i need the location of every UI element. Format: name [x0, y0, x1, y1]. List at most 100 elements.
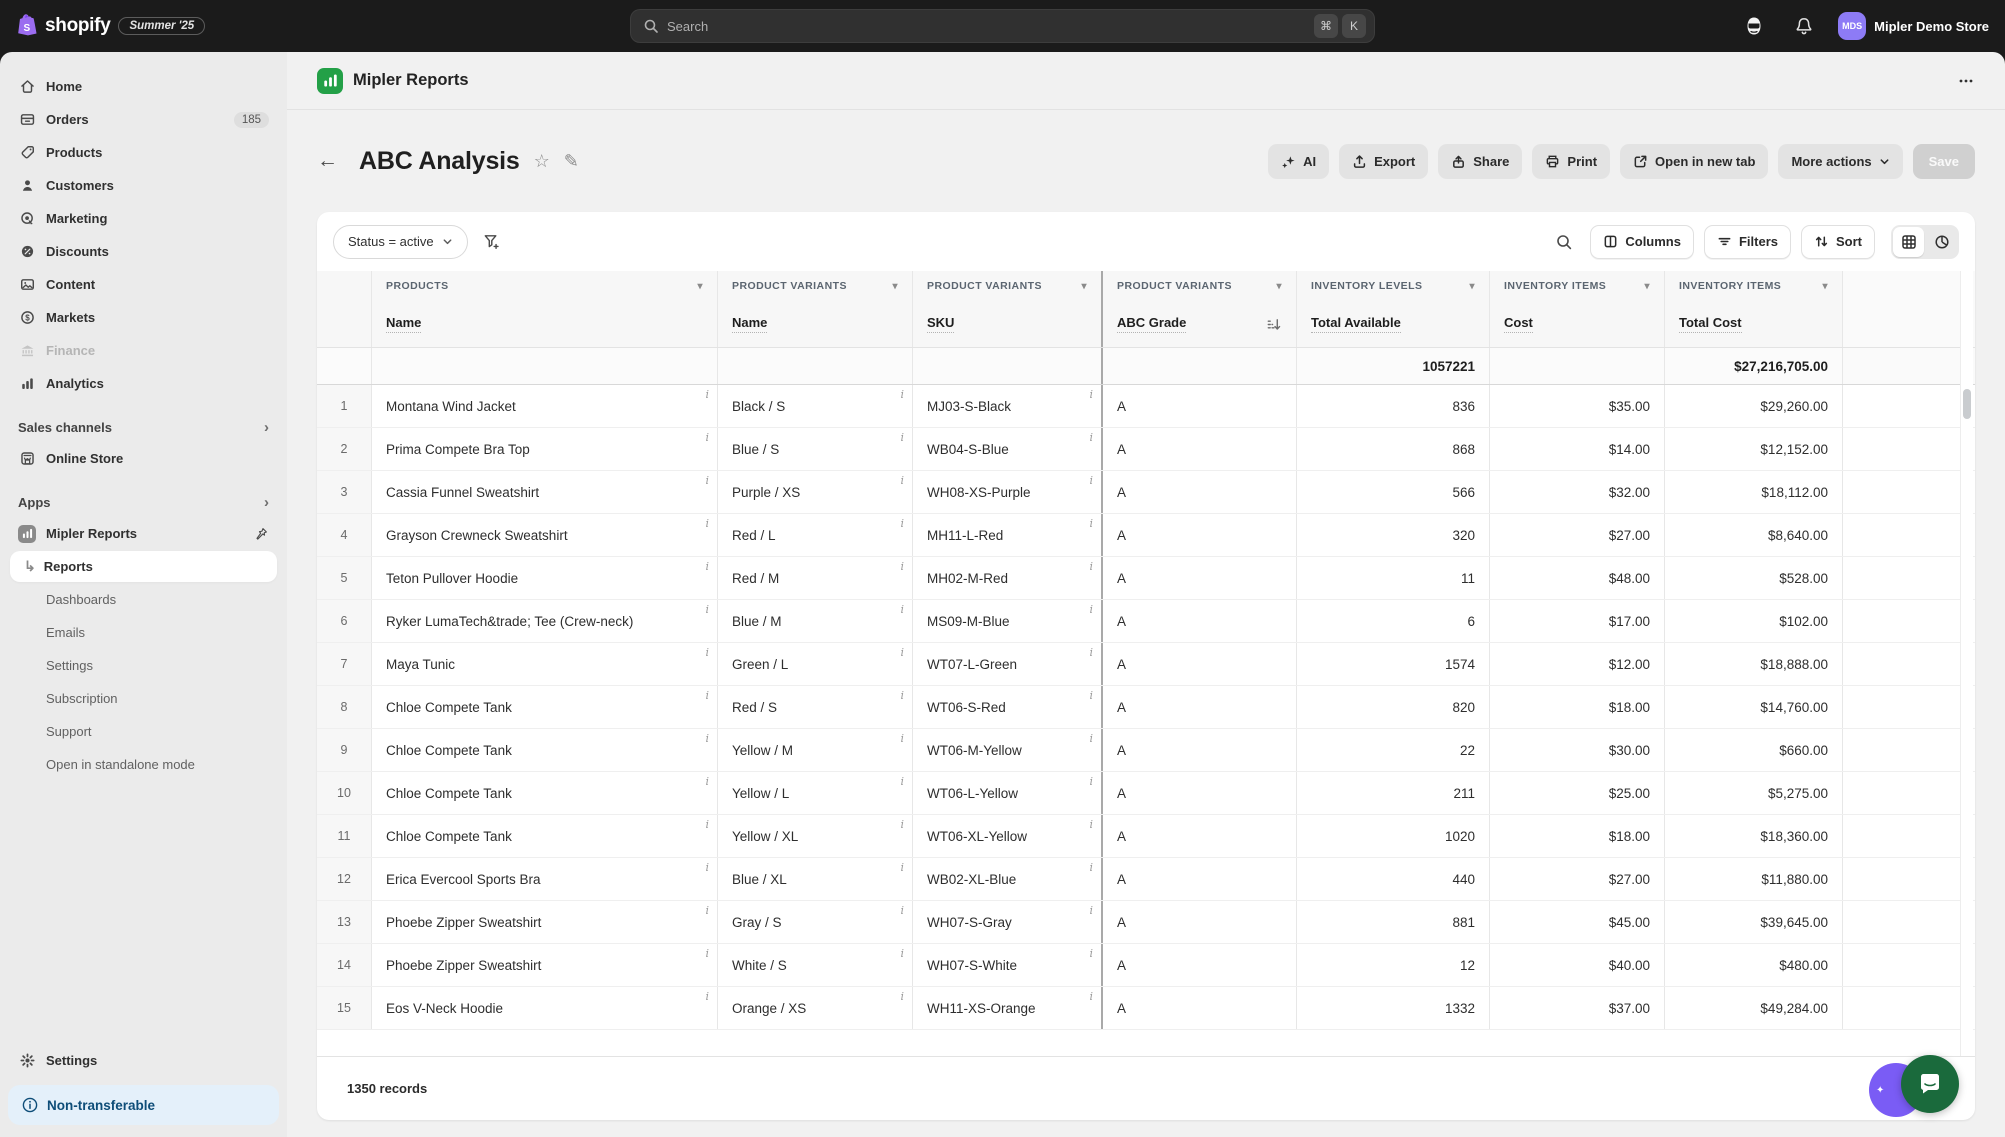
variant-name-cell[interactable]: Black / S i: [718, 385, 913, 427]
info-icon[interactable]: i: [900, 775, 904, 788]
sidekick-assistant-button[interactable]: [1738, 10, 1770, 42]
table-row[interactable]: 7 Maya Tunic i Green / L i WT07-L-Green i A 1574…: [317, 643, 1975, 686]
info-icon[interactable]: i: [705, 818, 709, 831]
group-inventory-levels[interactable]: INVENTORY LEVELS ▾: [1297, 271, 1490, 301]
total-cost-cell[interactable]: $14,760.00: [1665, 686, 1843, 728]
info-icon[interactable]: i: [1089, 517, 1093, 530]
total-available-cell[interactable]: 11: [1297, 557, 1490, 599]
sidebar-item-marketing[interactable]: Marketing: [10, 204, 277, 234]
sku-cell[interactable]: WT06-XL-Yellow i: [913, 815, 1103, 857]
info-icon[interactable]: i: [900, 990, 904, 1003]
favorite-star-button[interactable]: ☆: [533, 150, 550, 171]
sku-cell[interactable]: WH11-XS-Orange i: [913, 987, 1103, 1029]
cost-cell[interactable]: $37.00: [1490, 987, 1665, 1029]
total-available-cell[interactable]: 211: [1297, 772, 1490, 814]
caret-down-icon[interactable]: ▾: [1822, 280, 1828, 292]
status-filter-chip[interactable]: Status = active: [333, 224, 468, 259]
more-options-button[interactable]: [1957, 72, 1975, 90]
total-cost-cell[interactable]: $49,284.00: [1665, 987, 1843, 1029]
total-available-cell[interactable]: 12: [1297, 944, 1490, 986]
abc-grade-cell[interactable]: A: [1103, 858, 1297, 900]
info-icon[interactable]: i: [705, 689, 709, 702]
sku-cell[interactable]: WH07-S-White i: [913, 944, 1103, 986]
info-icon[interactable]: i: [900, 474, 904, 487]
total-available-cell[interactable]: 1574: [1297, 643, 1490, 685]
total-cost-cell[interactable]: $660.00: [1665, 729, 1843, 771]
total-available-cell[interactable]: 566: [1297, 471, 1490, 513]
info-icon[interactable]: i: [1089, 732, 1093, 745]
save-button[interactable]: Save: [1912, 143, 1975, 179]
info-icon[interactable]: i: [705, 947, 709, 960]
info-icon[interactable]: i: [1089, 474, 1093, 487]
filters-button[interactable]: Filters: [1703, 224, 1791, 259]
cost-cell[interactable]: $40.00: [1490, 944, 1665, 986]
info-icon[interactable]: i: [900, 732, 904, 745]
info-icon[interactable]: i: [1089, 947, 1093, 960]
sidebar-item-markets[interactable]: $ Markets: [10, 303, 277, 333]
variant-name-cell[interactable]: Blue / XL i: [718, 858, 913, 900]
column-total-cost[interactable]: Total Cost: [1665, 301, 1843, 347]
cost-cell[interactable]: $30.00: [1490, 729, 1665, 771]
add-filter-button[interactable]: [482, 232, 501, 251]
group-product-variants-2[interactable]: PRODUCT VARIANTS ▾: [913, 271, 1103, 301]
table-row[interactable]: 11 Chloe Compete Tank i Yellow / XL i WT06-XL…: [317, 815, 1975, 858]
product-name-cell[interactable]: Teton Pullover Hoodie i: [372, 557, 718, 599]
abc-grade-cell[interactable]: A: [1103, 901, 1297, 943]
caret-down-icon[interactable]: ▾: [892, 280, 898, 292]
product-name-cell[interactable]: Chloe Compete Tank i: [372, 772, 718, 814]
info-icon[interactable]: i: [900, 560, 904, 573]
sidebar-item-customers[interactable]: Customers: [10, 171, 277, 201]
sidebar-item-discounts[interactable]: Discounts: [10, 237, 277, 267]
sku-cell[interactable]: MH02-M-Red i: [913, 557, 1103, 599]
abc-grade-cell[interactable]: A: [1103, 944, 1297, 986]
version-badge[interactable]: Summer '25: [118, 17, 206, 35]
sidebar-subitem-standalone[interactable]: Open in standalone mode: [10, 749, 277, 780]
sku-cell[interactable]: WH07-S-Gray i: [913, 901, 1103, 943]
sku-cell[interactable]: WT07-L-Green i: [913, 643, 1103, 685]
variant-name-cell[interactable]: Red / M i: [718, 557, 913, 599]
sku-cell[interactable]: WH08-XS-Purple i: [913, 471, 1103, 513]
rename-pencil-button[interactable]: ✎: [563, 150, 579, 171]
total-available-cell[interactable]: 836: [1297, 385, 1490, 427]
info-icon[interactable]: i: [1089, 689, 1093, 702]
abc-grade-cell[interactable]: A: [1103, 557, 1297, 599]
total-available-cell[interactable]: 881: [1297, 901, 1490, 943]
sidebar-item-mipler-reports[interactable]: Mipler Reports: [10, 519, 277, 549]
abc-grade-cell[interactable]: A: [1103, 643, 1297, 685]
group-products[interactable]: PRODUCTS ▾: [372, 271, 718, 301]
cost-cell[interactable]: $14.00: [1490, 428, 1665, 470]
info-icon[interactable]: i: [705, 904, 709, 917]
total-available-cell[interactable]: 320: [1297, 514, 1490, 556]
cost-cell[interactable]: $12.00: [1490, 643, 1665, 685]
columns-button[interactable]: Columns: [1590, 224, 1694, 259]
sort-ascending-icon[interactable]: [1265, 316, 1282, 333]
ai-button[interactable]: AI: [1268, 143, 1330, 179]
info-icon[interactable]: i: [705, 732, 709, 745]
variant-name-cell[interactable]: Red / S i: [718, 686, 913, 728]
variant-name-cell[interactable]: Gray / S i: [718, 901, 913, 943]
total-cost-cell[interactable]: $11,880.00: [1665, 858, 1843, 900]
column-variant-name[interactable]: Name: [718, 301, 913, 347]
abc-grade-cell[interactable]: A: [1103, 729, 1297, 771]
sku-cell[interactable]: WT06-M-Yellow i: [913, 729, 1103, 771]
info-icon[interactable]: i: [1089, 603, 1093, 616]
caret-down-icon[interactable]: ▾: [1081, 280, 1087, 292]
product-name-cell[interactable]: Maya Tunic i: [372, 643, 718, 685]
chart-view-button[interactable]: [1926, 227, 1957, 257]
info-icon[interactable]: i: [1089, 388, 1093, 401]
variant-name-cell[interactable]: Red / L i: [718, 514, 913, 556]
variant-name-cell[interactable]: Blue / S i: [718, 428, 913, 470]
info-icon[interactable]: i: [705, 560, 709, 573]
cost-cell[interactable]: $35.00: [1490, 385, 1665, 427]
caret-down-icon[interactable]: ▾: [1469, 280, 1475, 292]
info-icon[interactable]: i: [705, 474, 709, 487]
global-search-input[interactable]: Search ⌘ K: [630, 9, 1375, 43]
variant-name-cell[interactable]: Orange / XS i: [718, 987, 913, 1029]
abc-grade-cell[interactable]: A: [1103, 514, 1297, 556]
sidebar-item-orders[interactable]: Orders 185: [10, 105, 277, 135]
info-icon[interactable]: i: [705, 431, 709, 444]
cost-cell[interactable]: $45.00: [1490, 901, 1665, 943]
